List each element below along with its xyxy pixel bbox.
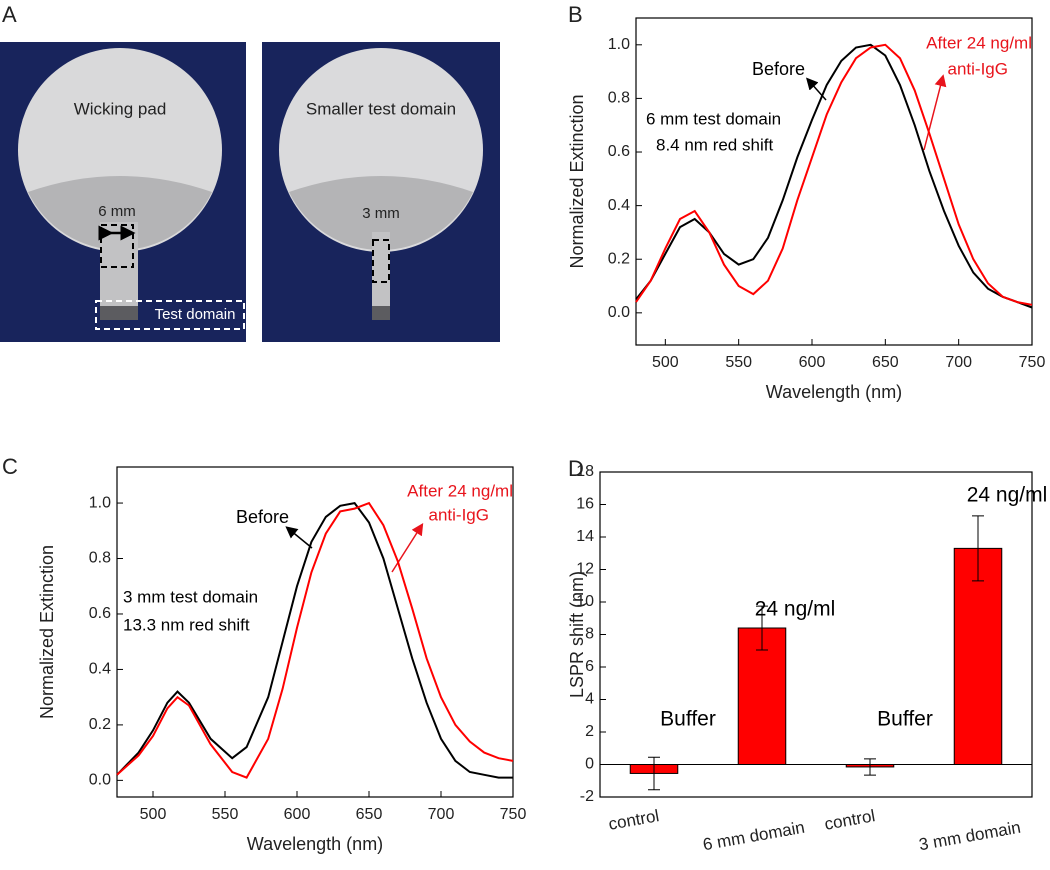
annotation: After 24 ng/ml — [407, 481, 513, 500]
y-tick-label: 2 — [585, 723, 594, 740]
y-axis-label: Normalized Extinction — [37, 545, 57, 719]
line-series — [116, 502, 513, 779]
annotation: 24 ng/ml — [755, 598, 836, 621]
y-tick-label: 16 — [576, 496, 594, 513]
photo-text: Wicking pad — [74, 99, 167, 118]
annotation: 8.4 nm red shift — [656, 135, 773, 154]
test-spot — [100, 306, 138, 320]
y-tick-label: 14 — [576, 528, 594, 545]
panel-label: A — [2, 2, 17, 27]
x-tick-label: control — [607, 806, 661, 834]
annotation: 24 ng/ml — [967, 484, 1048, 507]
annotation: Before — [752, 59, 805, 79]
x-tick-label: 500 — [140, 806, 167, 823]
annotation: 6 mm test domain — [646, 109, 781, 128]
y-tick-label: 0.6 — [608, 143, 630, 160]
y-tick-label: 4 — [585, 691, 594, 708]
y-tick-label: 1.0 — [608, 36, 630, 53]
y-tick-label: 0.2 — [608, 250, 630, 267]
line-series — [116, 501, 514, 779]
y-tick-label: -2 — [580, 788, 594, 805]
x-axis-label: Wavelength (nm) — [247, 834, 383, 854]
arrow — [806, 77, 827, 101]
y-tick-label: 6 — [585, 658, 594, 675]
dashed-box — [372, 239, 390, 283]
x-tick-label: 600 — [799, 354, 826, 371]
pad-shade — [28, 176, 212, 250]
photo-text: Test domain — [155, 306, 236, 323]
y-tick-label: 0.4 — [608, 197, 630, 214]
annotation: Buffer — [660, 708, 716, 731]
annotation: 3 mm test domain — [123, 587, 258, 606]
x-tick-label: control — [823, 806, 877, 834]
error-bar — [972, 515, 984, 582]
y-axis-label: Normalized Extinction — [567, 94, 587, 268]
bar — [737, 627, 787, 765]
x-axis-label: Wavelength (nm) — [766, 382, 902, 402]
panel-a: A Wicking pad 6 mm Test domain Smaller t… — [0, 2, 500, 342]
x-tick-label: 550 — [212, 806, 239, 823]
plot-frame — [116, 466, 514, 798]
y-tick-label: 0.8 — [608, 90, 630, 107]
y-tick-label: 1.0 — [89, 494, 111, 511]
panel-label: D — [568, 456, 584, 481]
y-tick-label: 0.2 — [89, 716, 111, 733]
panel-label: C — [2, 454, 18, 479]
y-tick-label: 0 — [585, 756, 594, 773]
test-spot — [372, 306, 390, 320]
error-bar — [648, 756, 660, 791]
y-tick-label: 12 — [576, 561, 594, 578]
x-tick-label: 650 — [356, 806, 383, 823]
y-tick-label: 10 — [576, 593, 594, 610]
y-tick-label: 0.6 — [89, 605, 111, 622]
x-tick-label: 550 — [725, 354, 752, 371]
y-tick-label: 0.4 — [89, 661, 111, 678]
annotation: anti-IgG — [429, 505, 489, 524]
strip — [372, 232, 390, 320]
photo-text: 3 mm — [362, 205, 400, 222]
arrow — [285, 526, 313, 549]
annotation: Before — [236, 507, 289, 527]
x-tick-label: 600 — [284, 806, 311, 823]
photo-text: Smaller test domain — [306, 99, 456, 118]
x-tick-label: 3 mm domain — [917, 818, 1022, 855]
x-tick-label: 6 mm domain — [701, 818, 806, 855]
arrow — [923, 74, 947, 151]
dashed-box — [100, 224, 134, 268]
x-tick-label: 650 — [872, 354, 899, 371]
line-series — [635, 43, 1033, 309]
x-tick-label: 700 — [945, 354, 972, 371]
bar — [953, 547, 1003, 765]
pad-shade — [289, 176, 473, 250]
error-bar — [864, 758, 876, 776]
annotation: 13.3 nm red shift — [123, 615, 250, 634]
photo-text: 6 mm — [98, 203, 136, 220]
y-tick-label: 0.0 — [89, 772, 111, 789]
y-axis-label: LSPR shift (nm) — [567, 571, 587, 698]
line-series — [635, 43, 1033, 306]
y-tick-label: 0.8 — [89, 550, 111, 567]
x-tick-label: 700 — [428, 806, 455, 823]
arrow — [391, 522, 424, 573]
plot-frame — [635, 17, 1033, 346]
y-tick-label: 18 — [576, 463, 594, 480]
x-tick-label: 750 — [500, 806, 527, 823]
panel-label: B — [568, 2, 583, 27]
x-tick-label: 500 — [652, 354, 679, 371]
annotation: After 24 ng/ml — [926, 33, 1032, 52]
error-bar — [756, 605, 768, 651]
y-tick-label: 8 — [585, 626, 594, 643]
annotation: Buffer — [877, 708, 933, 731]
x-tick-label: 750 — [1019, 354, 1046, 371]
dashed-box — [95, 300, 245, 330]
annotation: anti-IgG — [948, 59, 1008, 78]
y-tick-label: 0.0 — [608, 304, 630, 321]
charts: B 0.0 0.2 0.4 0.6 0.8 1.0 Normalized Extinction… — [2, 2, 1047, 854]
